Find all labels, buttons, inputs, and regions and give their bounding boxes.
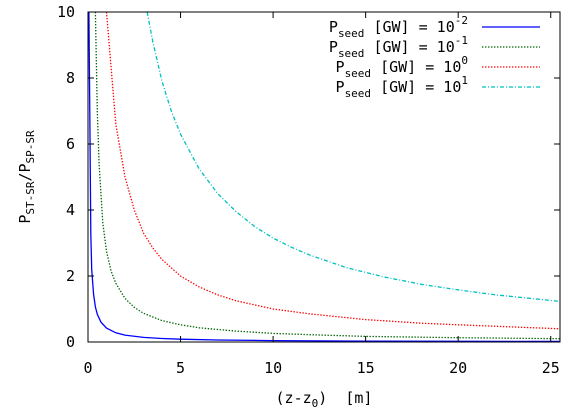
x-axis-label: (z-z0) [m]: [276, 389, 373, 410]
series-line-3: [105, 12, 560, 330]
x-tick-label: 15: [357, 359, 375, 377]
plot-frame: [87, 11, 561, 343]
legend-label-4: Pseed [GW] = 101: [336, 74, 468, 100]
y-axis-label-mid: /P: [16, 163, 34, 181]
x-tick-label: 10: [264, 359, 282, 377]
series-line-2: [94, 12, 560, 340]
y-tick-label: 10: [57, 3, 75, 21]
x-tick-label: 0: [83, 359, 92, 377]
x-tick-label: 20: [449, 359, 467, 377]
y-tick-label: 6: [66, 135, 75, 153]
y-axis-label-base: P: [16, 215, 34, 224]
x-tick-label: 25: [542, 359, 560, 377]
y-axis-label-sub2: SP-SR: [24, 130, 37, 163]
y-tick-label: 2: [66, 267, 75, 285]
x-axis-label-base: (z-z: [276, 389, 312, 407]
legend-label-1: Pseed [GW] = 10-2: [329, 14, 468, 40]
y-axis-label-sub1: ST-SR: [24, 181, 37, 214]
legend-label-2: Pseed [GW] = 10-1: [329, 34, 468, 60]
y-tick-label: 8: [66, 69, 75, 87]
x-axis-label-tail: ) [m]: [318, 389, 372, 407]
y-tick-label: 4: [66, 201, 75, 219]
plot-series-group: [88, 12, 560, 342]
series-line-4: [146, 12, 560, 303]
x-tick-label: 5: [176, 359, 185, 377]
axis-ticks: 0 5 10 15 20 25 0 2 4 6 8 10: [57, 3, 560, 377]
legend-label-3: Pseed [GW] = 100: [336, 54, 468, 80]
y-tick-label: 0: [66, 333, 75, 351]
series-line-1: [88, 12, 560, 342]
x-axis-label-sub: 0: [312, 397, 319, 410]
y-axis-label: PST-SR/PSP-SR: [16, 130, 37, 224]
